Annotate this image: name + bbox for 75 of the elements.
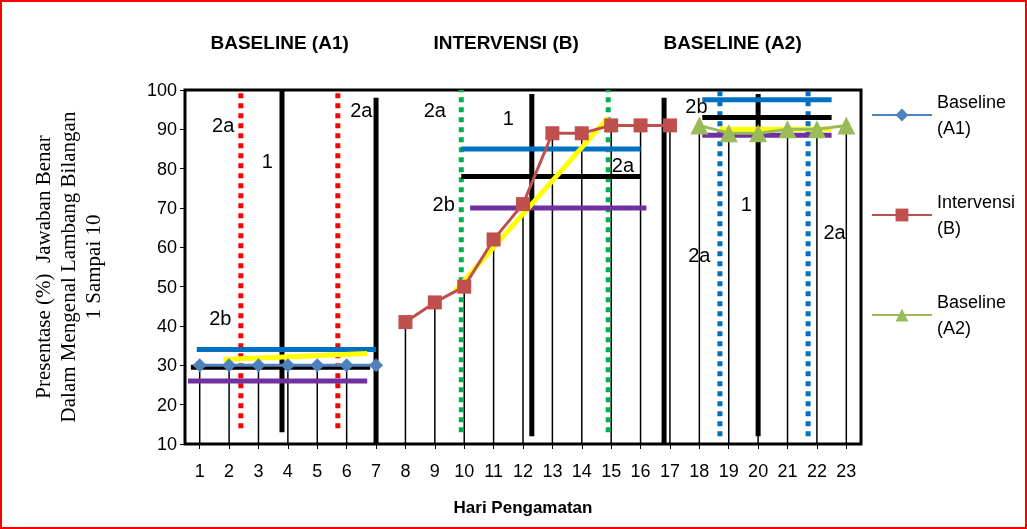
point <box>486 232 501 247</box>
y-tick-label: 70 <box>156 198 177 218</box>
y-tick-label: 90 <box>156 119 177 140</box>
point <box>719 124 738 143</box>
annotation: 1 <box>502 106 514 129</box>
x-tick-label: 20 <box>748 461 769 481</box>
point <box>690 116 709 135</box>
x-axis-title: Hari Pengamatan <box>453 498 593 517</box>
point <box>807 120 826 139</box>
x-tick-label: 22 <box>806 461 827 481</box>
x-tick-label: 5 <box>312 461 323 481</box>
x-tick-label: 2 <box>224 461 235 481</box>
x-tick-label: 17 <box>659 461 680 481</box>
x-tick-label: 14 <box>571 461 592 481</box>
annotation: 1 <box>740 193 752 216</box>
point <box>280 358 295 373</box>
y-tick-label: 40 <box>156 316 177 336</box>
point <box>749 124 768 143</box>
x-tick-label: 9 <box>429 461 440 481</box>
annotation: 1 <box>261 149 273 172</box>
point <box>516 197 530 212</box>
x-tick-label: 18 <box>689 461 710 481</box>
point <box>778 120 797 139</box>
point <box>457 279 472 294</box>
point <box>604 118 619 133</box>
x-tick-label: 19 <box>718 461 739 481</box>
y-tick-label: 80 <box>156 158 177 179</box>
point <box>837 116 856 135</box>
x-tick-label: 7 <box>371 461 382 481</box>
x-tick-label: 13 <box>542 461 563 481</box>
y-tick-label: 20 <box>156 394 177 415</box>
y-tick-label: 50 <box>156 276 177 297</box>
x-tick-label: 12 <box>512 461 534 481</box>
annotation: 2a <box>350 98 374 121</box>
point <box>251 358 266 373</box>
point <box>339 358 354 373</box>
annotation: 2a <box>423 98 447 121</box>
point <box>192 358 207 373</box>
text: BASELINE (A1) <box>210 31 349 53</box>
x-tick-label: 8 <box>400 461 411 481</box>
x-tick-label: 3 <box>253 461 264 481</box>
legend-label: Baseline (A2) <box>936 292 1007 338</box>
annotation: 2a <box>611 153 635 176</box>
point <box>574 126 589 141</box>
point <box>369 358 384 373</box>
x-tick-label: 4 <box>282 461 293 481</box>
x-tick-label: 6 <box>341 461 352 481</box>
legend-label: Baseline (A1) <box>936 92 1007 138</box>
legend-label: Intervensi (B) <box>936 192 1016 238</box>
point <box>427 295 442 310</box>
y-tick-label: 60 <box>156 237 177 258</box>
x-tick-label: 23 <box>836 461 857 481</box>
point <box>310 358 325 373</box>
annotation: 2b <box>432 193 455 216</box>
point <box>222 358 237 373</box>
annotation: 2a <box>823 220 847 243</box>
x-tick-label: 10 <box>454 461 475 481</box>
y-tick-label: 100 <box>146 80 177 100</box>
annotation: 2b <box>685 94 708 117</box>
y-tick-label: 10 <box>156 434 177 454</box>
point <box>633 118 648 133</box>
annotation: 2a <box>212 114 236 137</box>
x-tick-label: 11 <box>484 461 503 481</box>
y-axis-title: Presentase (%) Jawaban Benar Dalam Mengenal Lambang Bilangan 1 Sampai 10 <box>30 111 105 423</box>
point <box>545 126 560 141</box>
x-tick-label: 15 <box>601 461 622 481</box>
text: BASELINE (A2) <box>663 31 802 53</box>
x-tick-label: 16 <box>630 461 651 481</box>
annotation: 2b <box>209 307 232 330</box>
y-tick-label: 30 <box>156 355 177 376</box>
point <box>398 315 413 330</box>
x-tick-label: 21 <box>777 461 798 481</box>
point <box>662 118 677 133</box>
x-tick-label: 1 <box>194 461 205 481</box>
text: INTERVENSI (B) <box>433 31 579 53</box>
